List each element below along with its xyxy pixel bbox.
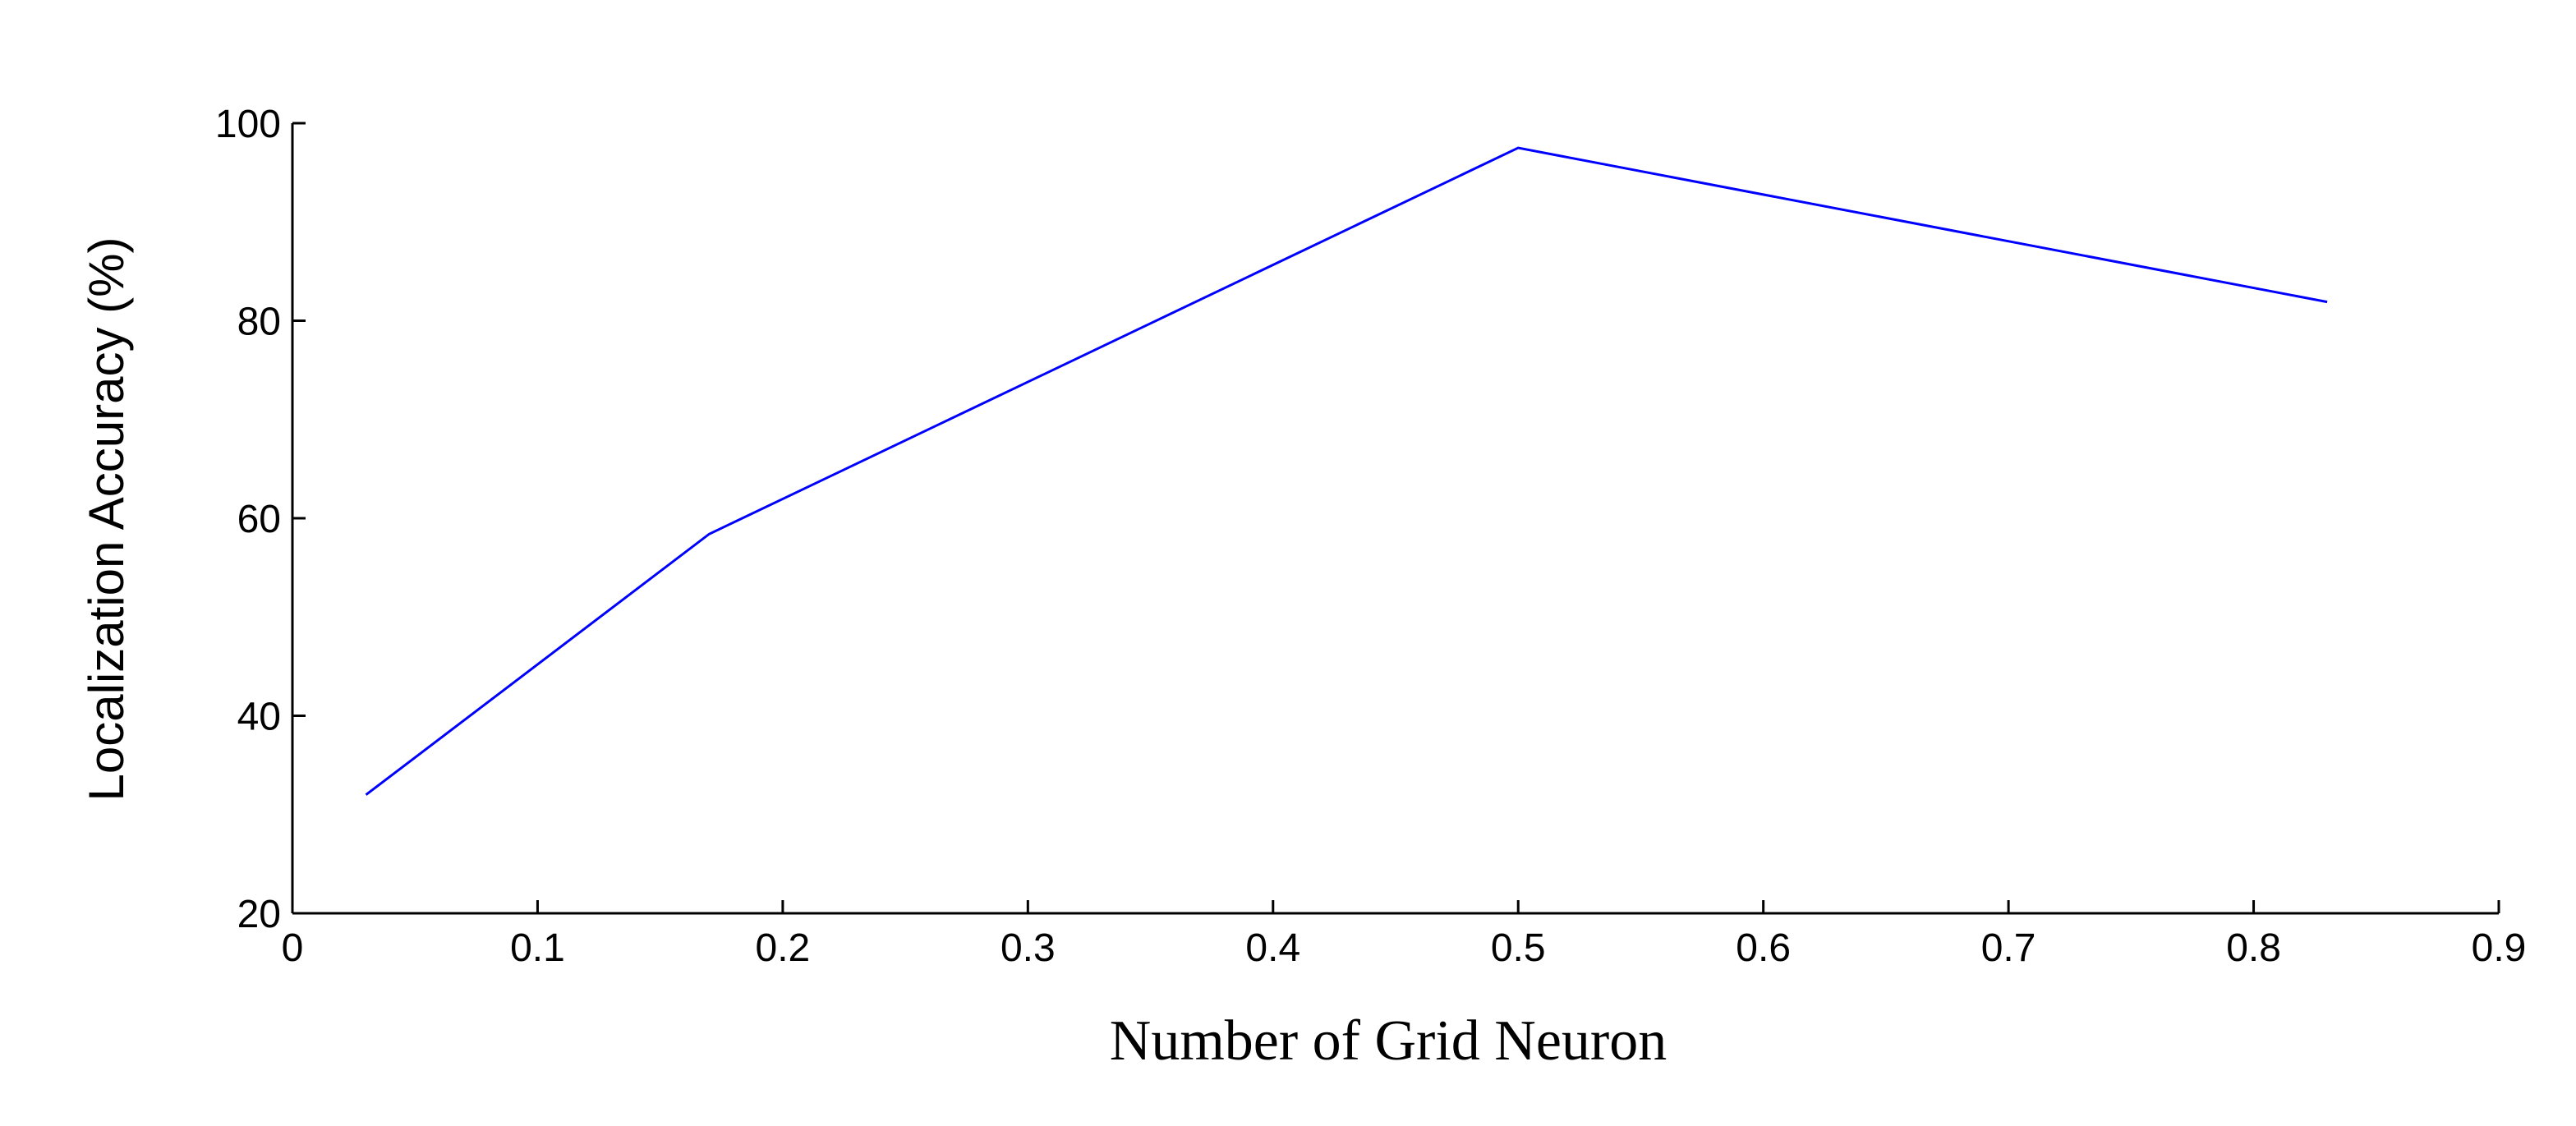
y-tick-label: 40 xyxy=(237,696,281,739)
y-tick-label: 60 xyxy=(237,498,281,541)
y-tick-label: 20 xyxy=(237,893,281,936)
x-tick-label: 0.3 xyxy=(1000,926,1056,970)
x-tick-label: 0.9 xyxy=(2472,926,2527,970)
x-tick-label: 0.7 xyxy=(1981,926,2036,970)
x-tick-label: 0.1 xyxy=(510,926,565,970)
x-tick-label: 0.4 xyxy=(1245,926,1300,970)
y-axis-label: Localization Accuracy (%) xyxy=(79,237,134,802)
x-tick-label: 0.2 xyxy=(756,926,811,970)
x-tick-label: 0 xyxy=(282,926,304,970)
x-tick-label: 0.8 xyxy=(2226,926,2281,970)
data-line xyxy=(365,146,2328,796)
x-axis-label: Number of Grid Neuron xyxy=(1110,1009,1667,1073)
x-tick-label: 0.6 xyxy=(1736,926,1791,970)
y-tick-label: 80 xyxy=(237,301,281,344)
y-tick-label: 100 xyxy=(215,103,281,146)
x-tick-label: 0.5 xyxy=(1491,926,1546,970)
